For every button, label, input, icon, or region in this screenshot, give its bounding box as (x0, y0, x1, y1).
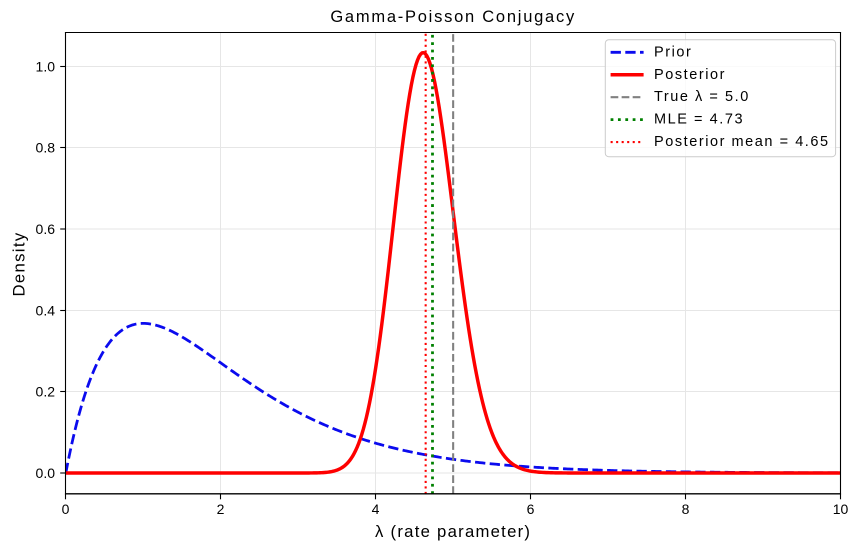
svg-text:Prior: Prior (654, 44, 692, 60)
svg-text:6: 6 (527, 501, 535, 517)
svg-text:Posterior mean = 4.65: Posterior mean = 4.65 (654, 134, 830, 150)
svg-text:Posterior: Posterior (654, 67, 726, 83)
svg-text:λ (rate parameter): λ (rate parameter) (375, 522, 531, 541)
svg-text:True λ = 5.0: True λ = 5.0 (654, 89, 750, 105)
svg-text:0.0: 0.0 (36, 465, 56, 481)
svg-text:0.4: 0.4 (36, 303, 56, 319)
svg-text:4: 4 (372, 501, 380, 517)
svg-text:0.2: 0.2 (36, 384, 56, 400)
svg-text:Gamma-Poisson Conjugacy: Gamma-Poisson Conjugacy (330, 8, 576, 26)
svg-text:1.0: 1.0 (36, 59, 56, 75)
svg-text:Density: Density (10, 231, 29, 296)
svg-text:0.6: 0.6 (36, 221, 56, 237)
svg-text:0: 0 (62, 501, 70, 517)
svg-text:0.8: 0.8 (36, 140, 56, 156)
svg-text:8: 8 (682, 501, 690, 517)
svg-text:2: 2 (217, 501, 225, 517)
svg-text:10: 10 (833, 501, 849, 517)
svg-text:MLE = 4.73: MLE = 4.73 (654, 112, 744, 128)
